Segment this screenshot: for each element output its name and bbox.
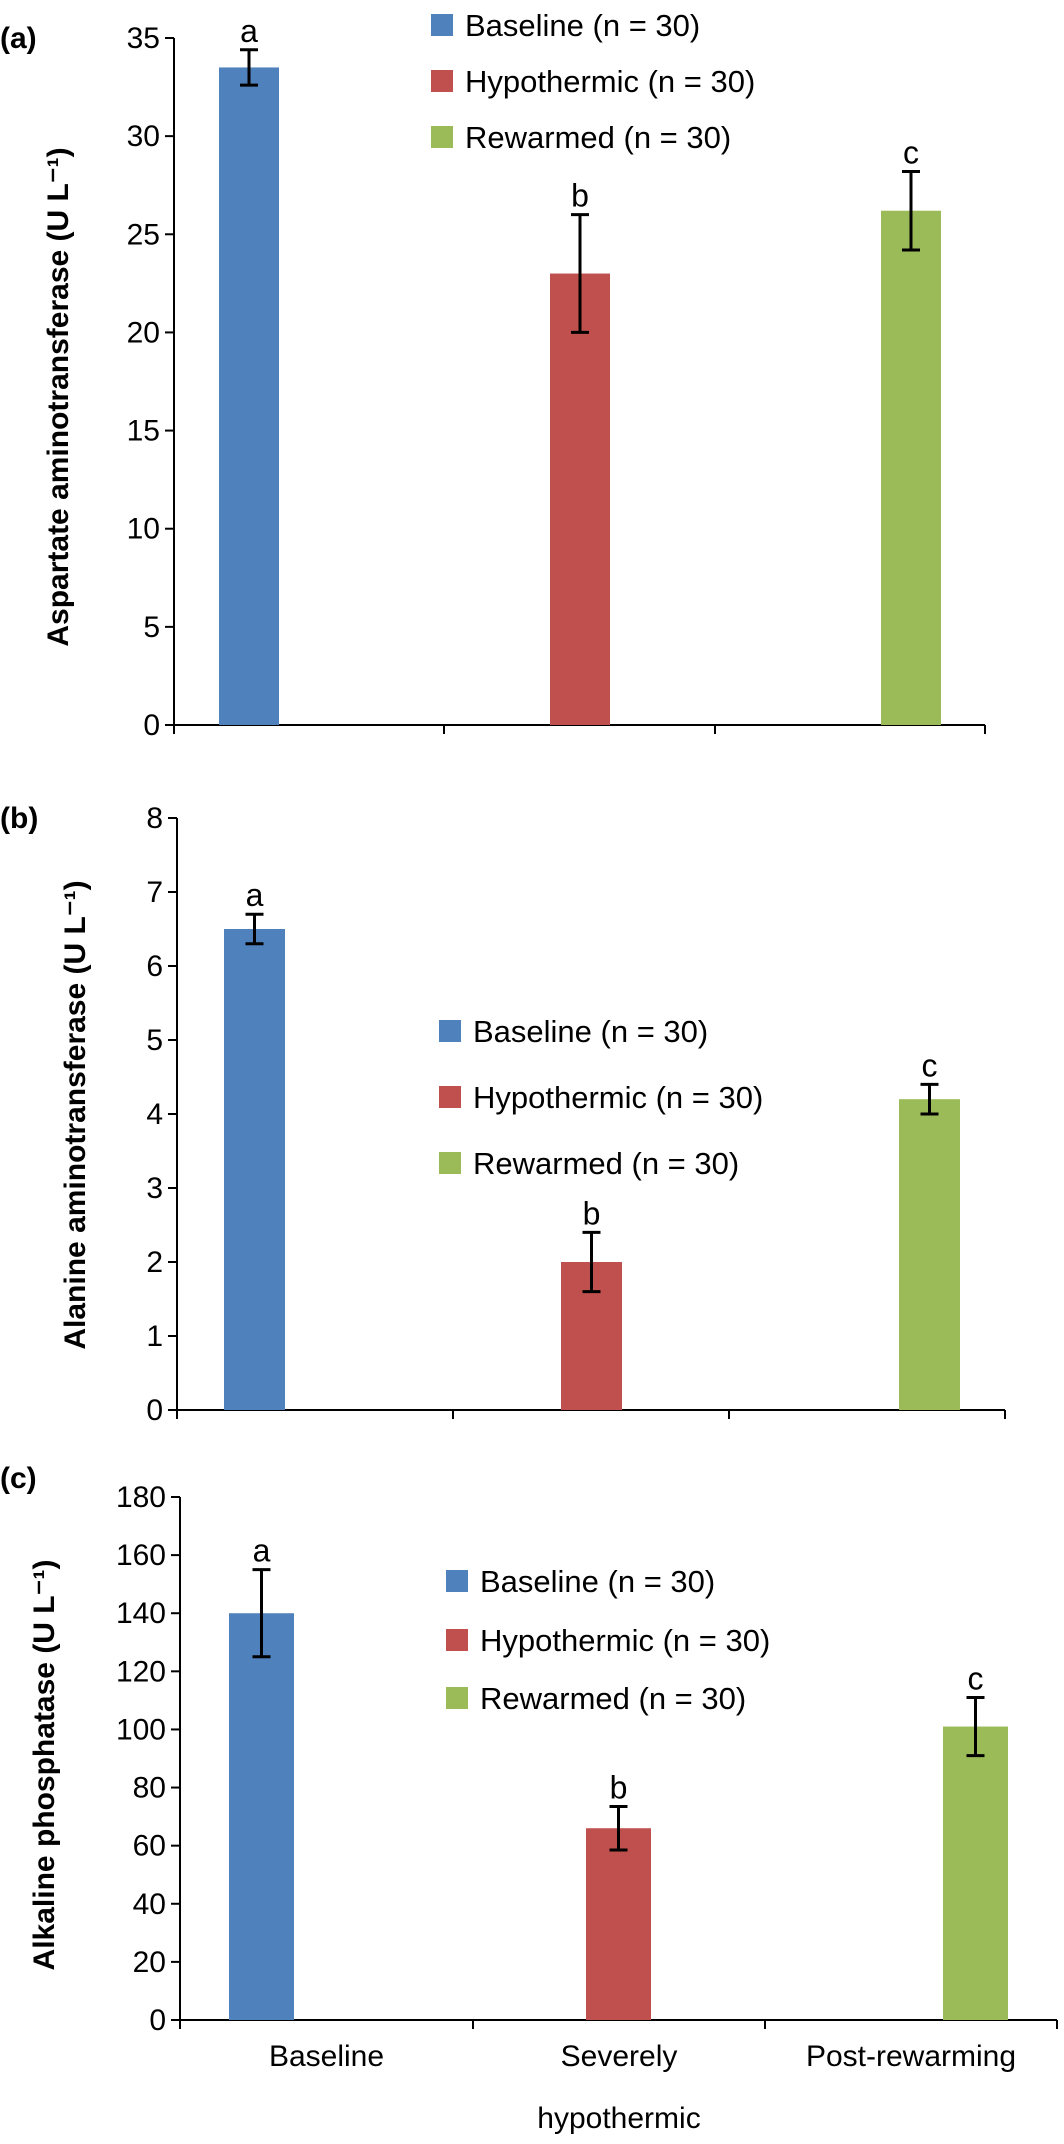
legend-swatch [446,1570,468,1592]
bar-rewarmed [899,1099,960,1410]
significance-letter: b [583,1195,601,1231]
significance-letter: c [968,1660,984,1696]
legend-swatch [446,1687,468,1709]
y-tick-label: 40 [133,1888,166,1921]
y-axis-title: Aspartate aminotransferase (U L⁻¹) [42,147,75,646]
legend-swatch [446,1629,468,1651]
panel-label: (b) [0,802,38,835]
panel-c: (c) Alkaline phosphatase (U L⁻¹) 0 20 40 60 80… [0,1462,1058,2135]
y-tick-label: 35 [127,22,160,55]
y-tick-label: 25 [127,218,160,251]
y-tick-label: 60 [133,1830,166,1863]
significance-letter: a [246,877,264,913]
y-tick-label: 0 [149,2004,166,2037]
x-category-label: Post-rewarming [806,2040,1016,2073]
legend-label: Baseline (n = 30) [465,8,700,43]
bar-baseline [224,929,285,1410]
y-tick-label: 0 [143,709,160,742]
y-tick-label: 1 [146,1320,163,1353]
bar-baseline [219,67,279,725]
y-tick-label: 20 [127,316,160,349]
bar-baseline [229,1613,294,2020]
y-tick-label: 20 [133,1946,166,1979]
y-tick-label: 10 [127,513,160,546]
legend-swatch [439,1086,461,1108]
legend-label: Rewarmed (n = 30) [465,120,731,155]
y-tick-label: 30 [127,120,160,153]
y-tick-label: 160 [116,1539,166,1572]
legend-swatch [439,1152,461,1174]
panel-b: (b) Alanine aminotransferase (U L⁻¹) 0 1 2 3 4… [0,802,1006,1427]
legend-label: Hypothermic (n = 30) [465,64,755,99]
y-axis-title: Alanine aminotransferase (U L⁻¹) [59,880,92,1349]
y-tick-label: 4 [146,1098,163,1131]
legend-swatch [431,70,453,92]
y-tick-label: 2 [146,1246,163,1279]
significance-letter: c [903,134,919,170]
y-tick-label: 100 [116,1713,166,1746]
y-tick-label: 80 [133,1772,166,1805]
y-tick-label: 8 [146,802,163,835]
significance-letter: a [240,13,258,49]
y-axis-title: Alkaline phosphatase (U L⁻¹) [28,1560,61,1971]
legend-swatch [431,14,453,36]
bar-hypothermic [586,1828,651,2020]
y-tick-label: 5 [143,611,160,644]
y-tick-label: 5 [146,1024,163,1057]
x-category-label-line2: hypothermic [537,2102,700,2135]
legend-label: Hypothermic (n = 30) [480,1623,770,1658]
significance-letter: c [922,1047,938,1083]
y-tick-label: 0 [146,1394,163,1427]
significance-letter: b [571,178,589,214]
y-tick-label: 140 [116,1597,166,1630]
significance-letter: a [253,1533,271,1569]
y-tick-label: 6 [146,950,163,983]
y-tick-label: 7 [146,876,163,909]
panel-a: (a) Aspartate aminotransferase (U L⁻¹) 0 5 1… [0,8,986,742]
bar-rewarmed [943,1726,1008,2020]
y-tick-label: 15 [127,415,160,448]
significance-letter: b [610,1769,628,1805]
panel-label: (c) [0,1462,37,1495]
y-tick-label: 120 [116,1655,166,1688]
legend-label: Hypothermic (n = 30) [473,1080,763,1115]
y-tick-label: 180 [116,1481,166,1514]
bar-rewarmed [881,210,941,725]
legend-swatch [439,1020,461,1042]
legend-label: Rewarmed (n = 30) [473,1146,739,1181]
bar-hypothermic [550,273,610,725]
y-tick-label: 3 [146,1172,163,1205]
legend-label: Baseline (n = 30) [480,1564,715,1599]
x-category-label: Baseline [269,2040,384,2073]
legend-label: Baseline (n = 30) [473,1014,708,1049]
legend-label: Rewarmed (n = 30) [480,1681,746,1716]
x-category-label: Severely [561,2040,678,2073]
panel-label: (a) [0,22,37,55]
legend-swatch [431,126,453,148]
